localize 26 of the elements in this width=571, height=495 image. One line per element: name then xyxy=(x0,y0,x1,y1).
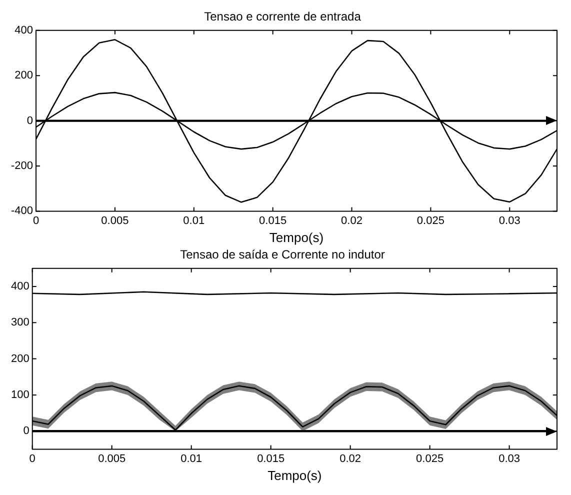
y-tick-label: 300 xyxy=(10,316,30,329)
y-tick-label: 400 xyxy=(14,24,34,36)
y-tick-label: -200 xyxy=(10,160,34,172)
y-tick-label: 0 xyxy=(23,425,30,438)
x-tick-label: 0.02 xyxy=(340,452,362,465)
y-tick-label: 200 xyxy=(14,70,34,82)
x-tick-label: 0.01 xyxy=(180,452,202,465)
x-axis-title: Tempo(s) xyxy=(268,468,322,483)
x-tick-label: 0.025 xyxy=(416,214,444,227)
x-tick-label: 0.015 xyxy=(257,452,285,465)
x-tick-label: 0.03 xyxy=(498,452,520,465)
x-tick-label: 0.005 xyxy=(98,452,126,465)
x-tick-label: 0.01 xyxy=(183,214,205,227)
y-tick-label: -400 xyxy=(10,205,34,218)
x-tick-label: 0.02 xyxy=(341,214,362,227)
x-tick-label: 0.005 xyxy=(101,214,129,227)
x-tick-label: 0.015 xyxy=(259,214,287,227)
y-tick-label: 400 xyxy=(10,280,30,293)
y-tick-label: 100 xyxy=(10,388,30,401)
x-tick-label: 0.03 xyxy=(498,214,520,227)
y-tick-label: 0 xyxy=(26,114,34,127)
x-axis-title: Tempo(s) xyxy=(269,230,324,245)
x-tick-label: 0.025 xyxy=(416,452,444,465)
y-tick-label: 200 xyxy=(10,352,30,365)
chart-title: Tensao e corrente de entrada xyxy=(204,10,362,24)
chart-title: Tensao de saída e Corrente no indutor xyxy=(180,248,385,262)
